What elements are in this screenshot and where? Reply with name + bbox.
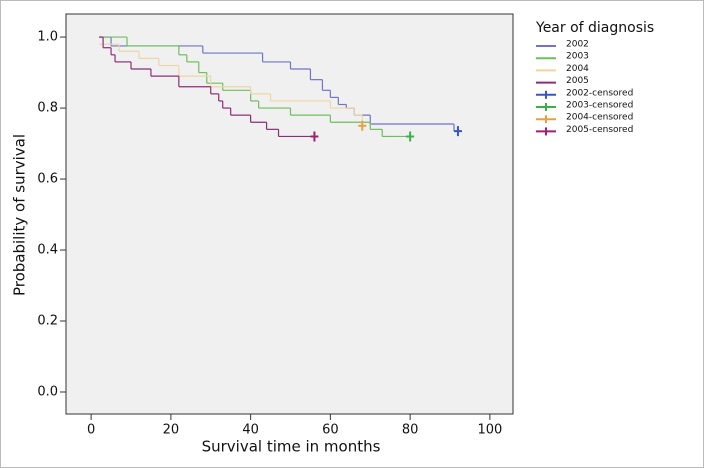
y-tick-label: 0.2 (37, 314, 58, 329)
y-axis-title: Probability of survival (11, 134, 29, 296)
x-tick-label: 0 (87, 423, 95, 438)
censor-mark (406, 131, 415, 142)
censor-mark (453, 126, 462, 137)
censor-mark (358, 120, 367, 131)
x-axis-title: Survival time in months (202, 438, 381, 456)
legend-label: 2005-censored (566, 125, 633, 135)
legend-label: 2003 (566, 52, 589, 62)
y-tick-label: 0.4 (37, 243, 58, 258)
legend-label: 2003-censored (566, 101, 633, 111)
legend-label: 2004 (566, 64, 589, 74)
x-tick-label: 100 (477, 423, 502, 438)
censor-mark (310, 131, 319, 142)
y-tick-label: 0.0 (37, 384, 58, 399)
legend-label: 2004-censored (566, 113, 633, 123)
legend-title: Year of diagnosis (535, 20, 654, 36)
x-tick-label: 40 (242, 423, 259, 438)
plot-area (65, 13, 514, 415)
y-tick-label: 0.6 (37, 172, 58, 187)
y-tick-label: 0.8 (37, 101, 58, 116)
x-tick-label: 20 (163, 423, 180, 438)
x-tick-label: 60 (322, 423, 339, 438)
legend-label: 2002-censored (566, 88, 633, 98)
legend-label: 2005 (566, 76, 589, 86)
y-tick-label: 1.0 (37, 30, 58, 45)
legend-label: 2002 (566, 40, 589, 50)
x-tick-label: 80 (402, 423, 419, 438)
